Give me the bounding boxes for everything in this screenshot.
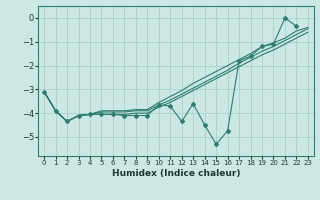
X-axis label: Humidex (Indice chaleur): Humidex (Indice chaleur) <box>112 169 240 178</box>
